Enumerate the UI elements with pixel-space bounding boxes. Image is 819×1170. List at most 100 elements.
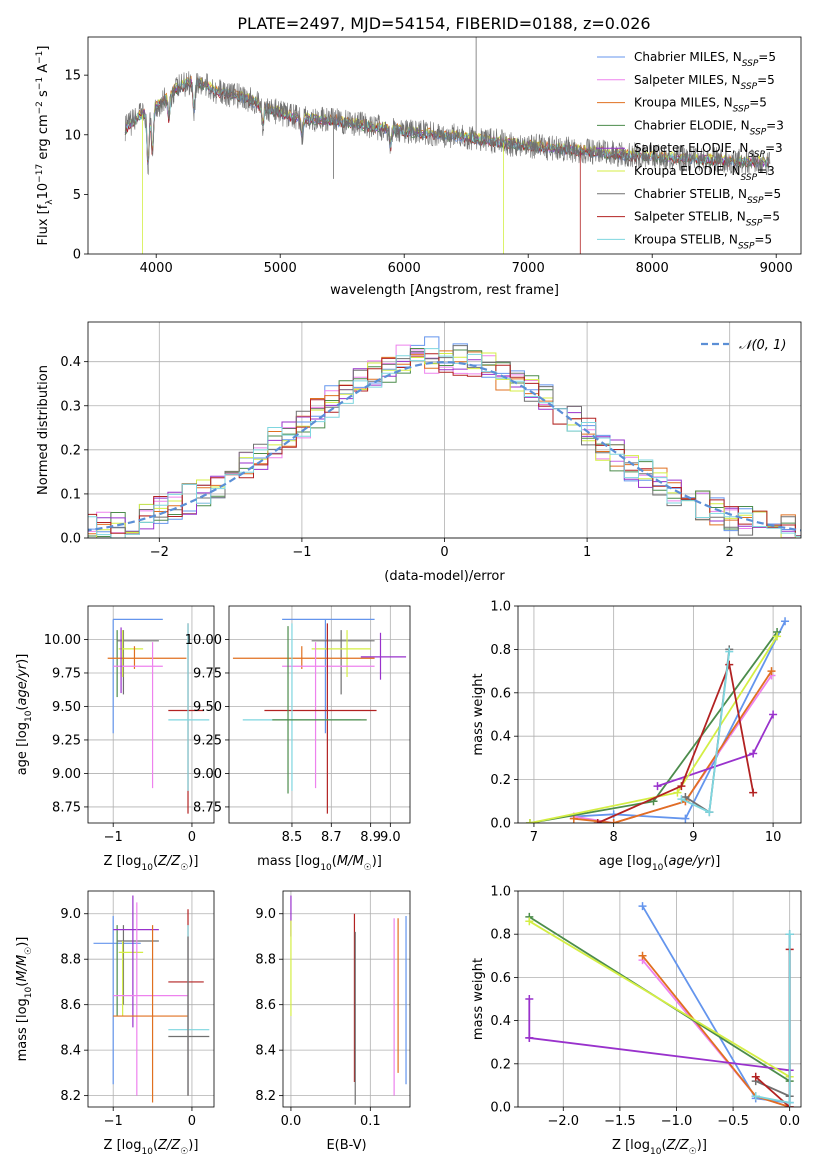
- residuals-xtick-label: 0: [440, 545, 448, 560]
- mass_vs_EBV-xtick-label: 0.1: [360, 1114, 381, 1129]
- age_vs_Z-ytick-label: 9.75: [52, 666, 81, 681]
- spectrum-lines: [124, 37, 771, 254]
- residuals-ytick-label: 0.4: [60, 355, 81, 370]
- legend-label: Chabrier STELIB, NSSP=5: [634, 187, 781, 206]
- residuals-frame: [87, 321, 802, 539]
- mw_vs_age-ytick-label: 1.0: [490, 600, 511, 615]
- residuals-xtick-label: 1: [583, 545, 591, 560]
- mw_vs_age-xlabel: age [log10(age/yr)]: [599, 854, 721, 873]
- mw_vs_Z-xtick-label: −0.5: [717, 1114, 749, 1129]
- mass_vs_EBV-frame: [282, 890, 411, 1108]
- figure-title: PLATE=2497, MJD=54154, FIBERID=0188, z=0…: [237, 14, 650, 33]
- age_vs_mass-ytick-label: 9.50: [193, 700, 222, 715]
- spectrum-xtick-label: 9000: [760, 261, 793, 276]
- mass_vs_EBV-ytick-label: 8.2: [255, 1089, 276, 1104]
- residuals-xtick-label: −2: [150, 545, 169, 560]
- age_vs_mass-ytick-label: 9.75: [193, 666, 222, 681]
- mw_vs_age-xtick-label: 7: [530, 830, 538, 845]
- mass-weight-marker: [653, 782, 662, 791]
- mw_vs_age-series: [525, 617, 790, 823]
- mass_vs_EBV-ytick-label: 8.4: [255, 1044, 276, 1059]
- age_vs_Z-ytick-label: 9.25: [52, 733, 81, 748]
- spectrum-xlabel: wavelength [Angstrom, rest frame]: [330, 283, 559, 298]
- mw_vs_Z-ytick-label: 1.0: [490, 885, 511, 900]
- mass-weight-marker: [525, 1033, 534, 1042]
- mw_vs_Z-ytick-label: 0.0: [490, 1101, 511, 1116]
- age_vs_mass-frame: [228, 605, 411, 824]
- mass-weight-marker: [767, 667, 776, 676]
- spectrum-ytick-label: 15: [64, 69, 81, 84]
- mass-weight-line: [597, 661, 755, 823]
- spectrum-xtick-label: 7000: [512, 261, 545, 276]
- mw_vs_Z-xlabel: Z [log10(Z/Z☉)]: [612, 1138, 707, 1157]
- residuals-xtick-label: −1: [292, 545, 311, 560]
- mw_vs_age-frame: [517, 605, 802, 824]
- spectrum-ylabel: Flux [fλ10−17 erg cm−2 s−1 A−1]: [35, 46, 55, 246]
- mass-weight-marker: [673, 788, 682, 797]
- age_vs_mass-xtick-label: 9.0: [380, 830, 401, 845]
- age_vs_mass-points: [232, 618, 407, 814]
- mw_vs_Z-ytick-label: 0.8: [490, 928, 511, 943]
- spectrum-xtick-label: 5000: [264, 261, 297, 276]
- residuals-ylabel: Normed distribution: [36, 365, 51, 495]
- legend-label: Salpeter MILES, NSSP=5: [634, 73, 775, 92]
- mass-weight-line: [573, 670, 773, 823]
- mass_vs_Z-points: [93, 895, 210, 1103]
- legend-label: Kroupa ELODIE, NSSP=3: [634, 164, 775, 183]
- mw_vs_Z-series: [525, 902, 794, 1107]
- legend-label: Chabrier ELODIE, NSSP=3: [634, 118, 784, 137]
- mass-weight-marker: [751, 1072, 760, 1081]
- mass-weight-marker: [781, 617, 790, 626]
- age_vs_mass-xtick-label: 8.5: [282, 830, 303, 845]
- mw_vs_Z-xtick-label: −2.0: [547, 1114, 579, 1129]
- spectrum-ytick-label: 0: [73, 248, 81, 263]
- spectrum-frame: [87, 36, 802, 255]
- legend-label: Salpeter ELODIE, NSSP=3: [634, 141, 783, 160]
- mass_vs_Z-xtick-label: 0: [188, 1114, 196, 1129]
- mass_vs_Z-xlabel: Z [log10(Z/Z☉)]: [104, 1138, 199, 1157]
- mass-weight-marker: [681, 814, 690, 823]
- age_vs_mass-ytick-label: 8.75: [193, 800, 222, 815]
- spectrum-ytick-label: 5: [73, 188, 81, 203]
- age_vs_Z-xtick-label: −1: [104, 830, 123, 845]
- mass_vs_Z-frame: [87, 890, 215, 1108]
- mass-weight-line: [528, 920, 791, 1078]
- mw_vs_age-ytick-label: 0.2: [490, 773, 511, 788]
- mass_vs_Z-ytick-label: 8.8: [60, 953, 81, 968]
- spectrum-xtick-label: 8000: [636, 261, 669, 276]
- age_vs_mass-xtick-label: 8.7: [321, 830, 342, 845]
- mass_vs_Z-ytick-label: 8.6: [60, 998, 81, 1013]
- mw_vs_age-ytick-label: 0.8: [490, 643, 511, 658]
- mass-weight-marker: [525, 819, 534, 823]
- age_vs_Z-ytick-label: 9.00: [52, 767, 81, 782]
- mass-weight-marker: [677, 782, 686, 791]
- mw_vs_Z-ytick-label: 0.4: [490, 1014, 511, 1029]
- mass_vs_Z-ytick-label: 8.2: [60, 1089, 81, 1104]
- mass_vs_EBV-xlabel: E(B-V): [326, 1138, 366, 1153]
- mass-weight-marker: [705, 808, 714, 817]
- mass-weight-marker: [609, 819, 618, 823]
- mass_vs_EBV-ytick-label: 8.8: [255, 953, 276, 968]
- age_vs_Z-points: [107, 618, 210, 814]
- age_vs_Z-ytick-label: 9.50: [52, 700, 81, 715]
- legend-label: Chabrier MILES, NSSP=5: [634, 50, 776, 69]
- age_vs_mass-xtick-label: 8.9: [360, 830, 381, 845]
- age_vs_mass-ytick-label: 9.00: [193, 767, 222, 782]
- legend-label: Kroupa MILES, NSSP=5: [634, 96, 767, 115]
- mw_vs_Z-frame: [517, 890, 802, 1108]
- mass_vs_Z-ytick-label: 8.4: [60, 1044, 81, 1059]
- age_vs_Z-xtick-label: 0: [188, 830, 196, 845]
- legend-label: Kroupa STELIB, NSSP=5: [634, 232, 772, 251]
- legend-label: 𝒩(0, 1): [739, 338, 786, 353]
- mw_vs_Z-xtick-label: 0.0: [779, 1114, 800, 1129]
- legend-label: Salpeter STELIB, NSSP=5: [634, 210, 780, 229]
- mw_vs_age-ytick-label: 0.6: [490, 686, 511, 701]
- mw_vs_age-ytick-label: 0.4: [490, 730, 511, 745]
- age_vs_mass-ytick-label: 9.25: [193, 733, 222, 748]
- residuals-ytick-label: 0.2: [60, 443, 81, 458]
- residual-steps: [88, 336, 801, 538]
- spectrum-xtick-label: 4000: [140, 261, 173, 276]
- mass-weight-marker: [785, 930, 794, 939]
- mw_vs_Z-ytick-label: 0.6: [490, 971, 511, 986]
- mw_vs_Z-xtick-label: −1.5: [604, 1114, 636, 1129]
